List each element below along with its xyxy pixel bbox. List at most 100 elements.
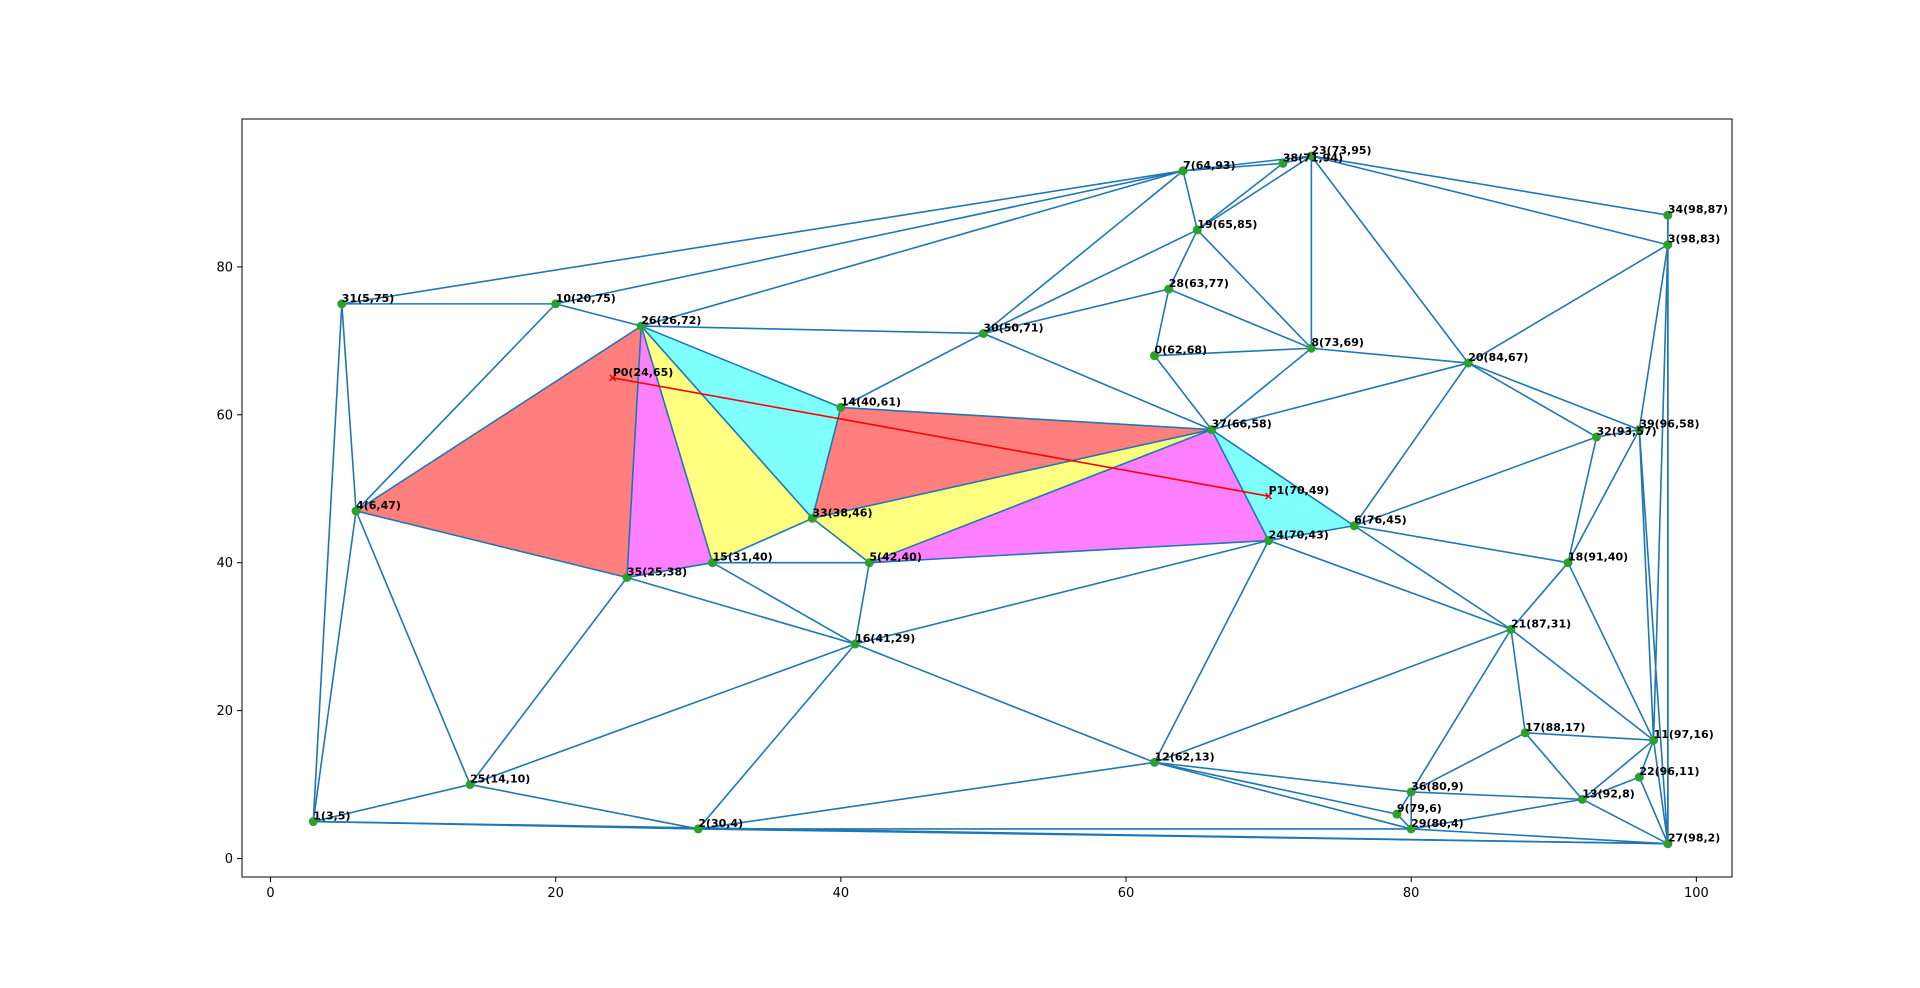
y-tick-label-60: 60 (216, 408, 233, 423)
x-tick-label-40: 40 (833, 886, 850, 901)
point-33 (807, 513, 817, 523)
edge-32-18 (1567, 436, 1598, 563)
edge-11-22 (1638, 739, 1655, 778)
edge-13-36 (1411, 791, 1583, 801)
path-line (612, 377, 1269, 497)
edge-14-30 (840, 332, 984, 409)
point-3 (1663, 240, 1673, 250)
point-11 (1649, 735, 1659, 745)
point-21 (1506, 624, 1516, 634)
y-tick-label-40: 40 (216, 556, 233, 571)
edge-33-5 (811, 517, 870, 564)
point-25 (465, 780, 475, 790)
point-14 (836, 402, 846, 412)
edge-22-13 (1581, 776, 1640, 801)
edge-10-4 (355, 303, 557, 512)
edge-26-33 (640, 325, 813, 519)
point-label-22: 22(96,11) (1639, 765, 1699, 778)
edge-35-15 (626, 561, 713, 579)
edge-4-26 (355, 325, 642, 512)
path-segment (609, 374, 1273, 500)
edge-8-37 (1211, 347, 1312, 431)
edge-37-20 (1211, 362, 1469, 431)
point-label-15: 15(31,40) (713, 551, 773, 564)
point-label-0: 0(62,68) (1155, 344, 1208, 357)
point-label-18: 18(91,40) (1568, 551, 1628, 564)
path-label-p1: P1(70,49) (1269, 484, 1330, 497)
point-0 (1150, 351, 1160, 361)
edge-36-12 (1154, 761, 1412, 793)
point-label-2: 2(30,4) (698, 817, 743, 830)
point-label-1: 1(3,5) (313, 810, 350, 823)
edge-1-25 (313, 783, 471, 823)
triangulation-points (308, 151, 1673, 849)
point-22 (1634, 772, 1644, 782)
edge-19-28 (1168, 229, 1199, 290)
point-4 (351, 506, 361, 516)
point-16 (850, 639, 860, 649)
edge-1-31 (312, 303, 343, 822)
edge-17-11 (1525, 731, 1654, 741)
highlighted-triangle-4 (812, 407, 1212, 519)
edge-13-27 (1581, 798, 1669, 845)
edge-28-8 (1168, 288, 1312, 349)
highlighted-triangle-3 (641, 326, 841, 519)
point-label-12: 12(62,13) (1155, 750, 1215, 763)
edge-30-7 (982, 170, 1184, 335)
edge-23-20 (1310, 155, 1469, 364)
x-tick-label-60: 60 (1118, 886, 1135, 901)
path-marker-p0 (609, 374, 617, 382)
edge-24-12 (1153, 540, 1270, 763)
point-label-24: 24(70,43) (1269, 529, 1329, 542)
point-9 (1392, 809, 1402, 819)
edge-31-7 (341, 169, 1184, 305)
edge-21-12 (1154, 628, 1512, 764)
point-12 (1150, 757, 1160, 767)
edge-2-12 (698, 761, 1155, 830)
edge-37-6 (1211, 428, 1355, 527)
point-label-9: 9(79,6) (1397, 802, 1442, 815)
highlighted-triangle-7 (1211, 429, 1355, 541)
point-label-3: 3(98,83) (1668, 233, 1721, 246)
point-label-38: 38(71,94) (1283, 151, 1343, 164)
point-31 (337, 299, 347, 309)
point-28 (1164, 284, 1174, 294)
point-20 (1463, 358, 1473, 368)
edge-6-20 (1353, 362, 1469, 527)
edge-18-11 (1567, 562, 1655, 741)
point-26 (636, 321, 646, 331)
point-23 (1306, 151, 1316, 161)
edge-19-8 (1196, 229, 1312, 349)
point-17 (1520, 728, 1530, 738)
edge-18-21 (1510, 562, 1569, 630)
x-tick-label-100: 100 (1684, 886, 1709, 901)
point-5 (864, 558, 874, 568)
edge-16-24 (854, 539, 1269, 645)
edge-35-16 (626, 576, 856, 645)
edge-16-2 (697, 643, 856, 830)
edge-0-8 (1154, 347, 1312, 357)
path-label-p0: P0(24,65) (613, 366, 674, 379)
point-8 (1306, 343, 1316, 353)
point-15 (708, 558, 718, 568)
point-36 (1406, 787, 1416, 797)
y-tick-label-80: 80 (216, 260, 233, 275)
axes-frame (241, 118, 1733, 878)
edge-3-39 (1638, 244, 1669, 430)
point-labels: 0(62,68) 1(3,5) 2(30,4) 3(98,83) 4(6,47) 5(42… (313, 144, 1728, 845)
edge-10-7 (555, 169, 1184, 305)
point-32 (1592, 432, 1602, 442)
edge-31-4 (341, 303, 357, 511)
point-29 (1406, 824, 1416, 834)
point-label-13: 13(92,8) (1582, 787, 1635, 800)
point-label-10: 10(20,75) (556, 292, 616, 305)
point-label-26: 26(26,72) (641, 314, 701, 327)
point-label-29: 29(80,4) (1411, 817, 1464, 830)
edge-21-36 (1410, 628, 1512, 793)
edge-39-11 (1638, 429, 1655, 741)
edge-11-27 (1652, 740, 1669, 844)
edge-16-12 (854, 643, 1155, 764)
edge-22-27 (1638, 776, 1669, 845)
point-label-4: 4(6,47) (356, 499, 401, 512)
